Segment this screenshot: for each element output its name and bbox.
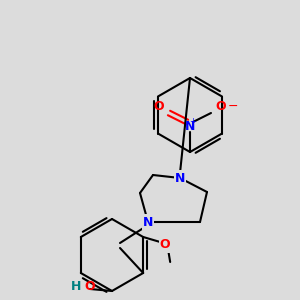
Text: N: N <box>175 172 185 184</box>
Text: O: O <box>85 280 95 292</box>
Text: O: O <box>154 100 164 112</box>
Text: −: − <box>228 100 238 112</box>
Text: N: N <box>143 215 153 229</box>
Text: N: N <box>175 172 185 184</box>
Text: O: O <box>216 100 226 112</box>
Text: N: N <box>185 119 195 133</box>
Text: +: + <box>190 118 196 127</box>
Text: O: O <box>160 238 170 251</box>
Text: H: H <box>71 280 81 292</box>
